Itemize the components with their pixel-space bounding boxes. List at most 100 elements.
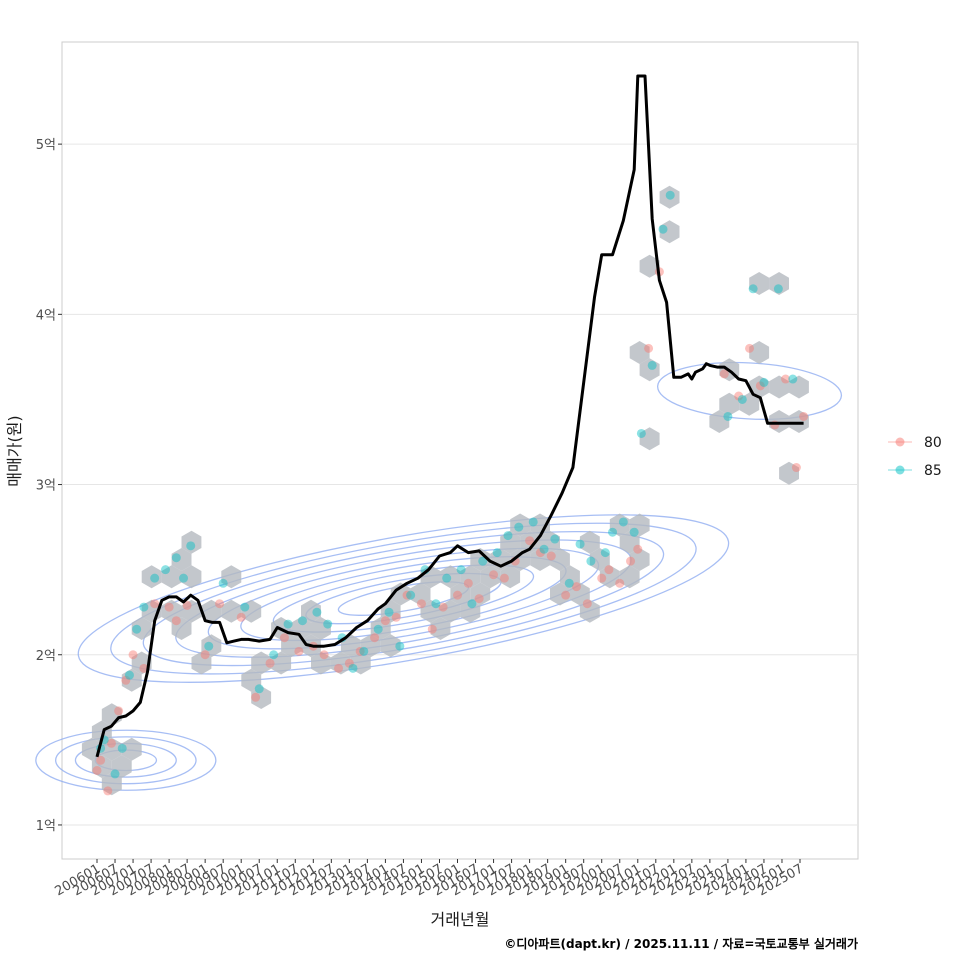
plot-panel xyxy=(61,41,859,860)
point-85 xyxy=(323,619,333,629)
y-tick-label: 2억 xyxy=(36,649,56,664)
point-80 xyxy=(294,646,304,656)
point-85 xyxy=(600,548,610,558)
point-85 xyxy=(647,360,657,370)
point-80 xyxy=(499,573,509,583)
y-tick-label: 1억 xyxy=(36,819,56,834)
point-85 xyxy=(117,743,127,753)
hexbin-cell xyxy=(171,548,192,571)
hexbin-cell xyxy=(201,599,222,623)
hexbin-cell xyxy=(440,599,461,623)
point-85 xyxy=(373,624,383,634)
point-85 xyxy=(442,573,452,583)
point-80 xyxy=(561,590,571,600)
point-85 xyxy=(456,565,466,575)
point-85 xyxy=(514,522,524,532)
hexbin-cell xyxy=(629,513,650,537)
point-85 xyxy=(132,624,142,634)
point-80 xyxy=(121,675,131,685)
hexbin-cell xyxy=(629,548,650,571)
point-80 xyxy=(582,599,592,609)
hexbin-cell xyxy=(659,220,680,244)
point-80 xyxy=(171,616,181,626)
hexbin-cell xyxy=(221,565,242,589)
hexbin-cell xyxy=(340,634,361,658)
hexbin-cell xyxy=(181,565,202,589)
hexbin-cell xyxy=(749,341,770,364)
hexbin-cell xyxy=(171,617,192,640)
hexbin-cell xyxy=(311,617,331,640)
point-80 xyxy=(734,391,744,401)
point-80 xyxy=(463,578,473,588)
hexbin-cell xyxy=(440,565,461,589)
density-contour xyxy=(35,729,217,791)
hexbin-cell xyxy=(131,617,152,640)
point-80 xyxy=(402,590,412,600)
hexbin-cell xyxy=(789,375,809,399)
point-85 xyxy=(586,556,596,566)
point-85 xyxy=(186,541,196,551)
point-85 xyxy=(788,374,798,384)
hexbin-cell xyxy=(470,582,491,606)
hexbin-cell xyxy=(769,410,789,433)
hexbin-cell xyxy=(430,617,451,640)
hexbin-cell xyxy=(569,582,590,606)
hexbin-cell xyxy=(639,427,660,451)
point-85 xyxy=(658,224,668,234)
hexbin-cell xyxy=(350,651,371,675)
density-contour xyxy=(142,530,665,667)
point-80 xyxy=(615,578,625,588)
hexbin-cell xyxy=(789,410,809,433)
hexbin-cell xyxy=(619,565,640,589)
point-85 xyxy=(539,544,549,554)
hexbin-cell xyxy=(719,392,740,416)
scatter-points xyxy=(92,190,809,796)
hexbin-cell xyxy=(500,565,521,589)
point-80 xyxy=(355,646,365,656)
hexbin-cell xyxy=(380,599,401,623)
point-80 xyxy=(182,600,192,610)
hexbin-cell xyxy=(301,599,321,623)
point-80 xyxy=(344,658,354,668)
hexbin-cell xyxy=(101,737,122,761)
point-85 xyxy=(564,578,574,588)
point-85 xyxy=(395,641,405,651)
point-80 xyxy=(96,755,106,765)
point-85 xyxy=(773,284,783,294)
hexbin-cell xyxy=(161,565,182,589)
point-85 xyxy=(179,573,189,583)
point-85 xyxy=(629,527,639,537)
point-80 xyxy=(799,411,809,421)
point-80 xyxy=(265,658,275,668)
point-80 xyxy=(279,633,289,643)
point-85 xyxy=(528,517,538,527)
point-80 xyxy=(370,633,380,643)
hexbin-cell xyxy=(141,565,162,589)
hexbin-cell xyxy=(709,410,730,433)
hexbin-cell xyxy=(91,720,112,744)
hexbin-cell xyxy=(251,651,272,675)
density-contour xyxy=(656,361,843,420)
point-80 xyxy=(319,650,329,660)
point-80 xyxy=(489,570,499,580)
hexbin-cell xyxy=(111,755,132,778)
hexbin-cell xyxy=(91,755,112,778)
point-80 xyxy=(546,551,556,561)
point-80 xyxy=(719,369,729,379)
hexbin-cell xyxy=(420,599,441,623)
point-85 xyxy=(160,565,170,575)
hexbin-cell xyxy=(360,634,381,658)
hexbin-cell xyxy=(749,375,770,399)
point-85 xyxy=(503,531,513,541)
density-contour xyxy=(110,522,697,675)
hexbin-cell xyxy=(599,565,620,589)
point-80 xyxy=(103,786,113,796)
point-85 xyxy=(218,578,228,588)
hexbin-cell xyxy=(589,548,610,571)
trend-line-layer xyxy=(95,74,804,758)
hexbin-cell xyxy=(609,513,630,537)
hexbin-cell xyxy=(769,272,789,295)
hexbin-cell xyxy=(181,530,202,554)
density-contours xyxy=(35,361,843,791)
point-80 xyxy=(604,565,614,575)
